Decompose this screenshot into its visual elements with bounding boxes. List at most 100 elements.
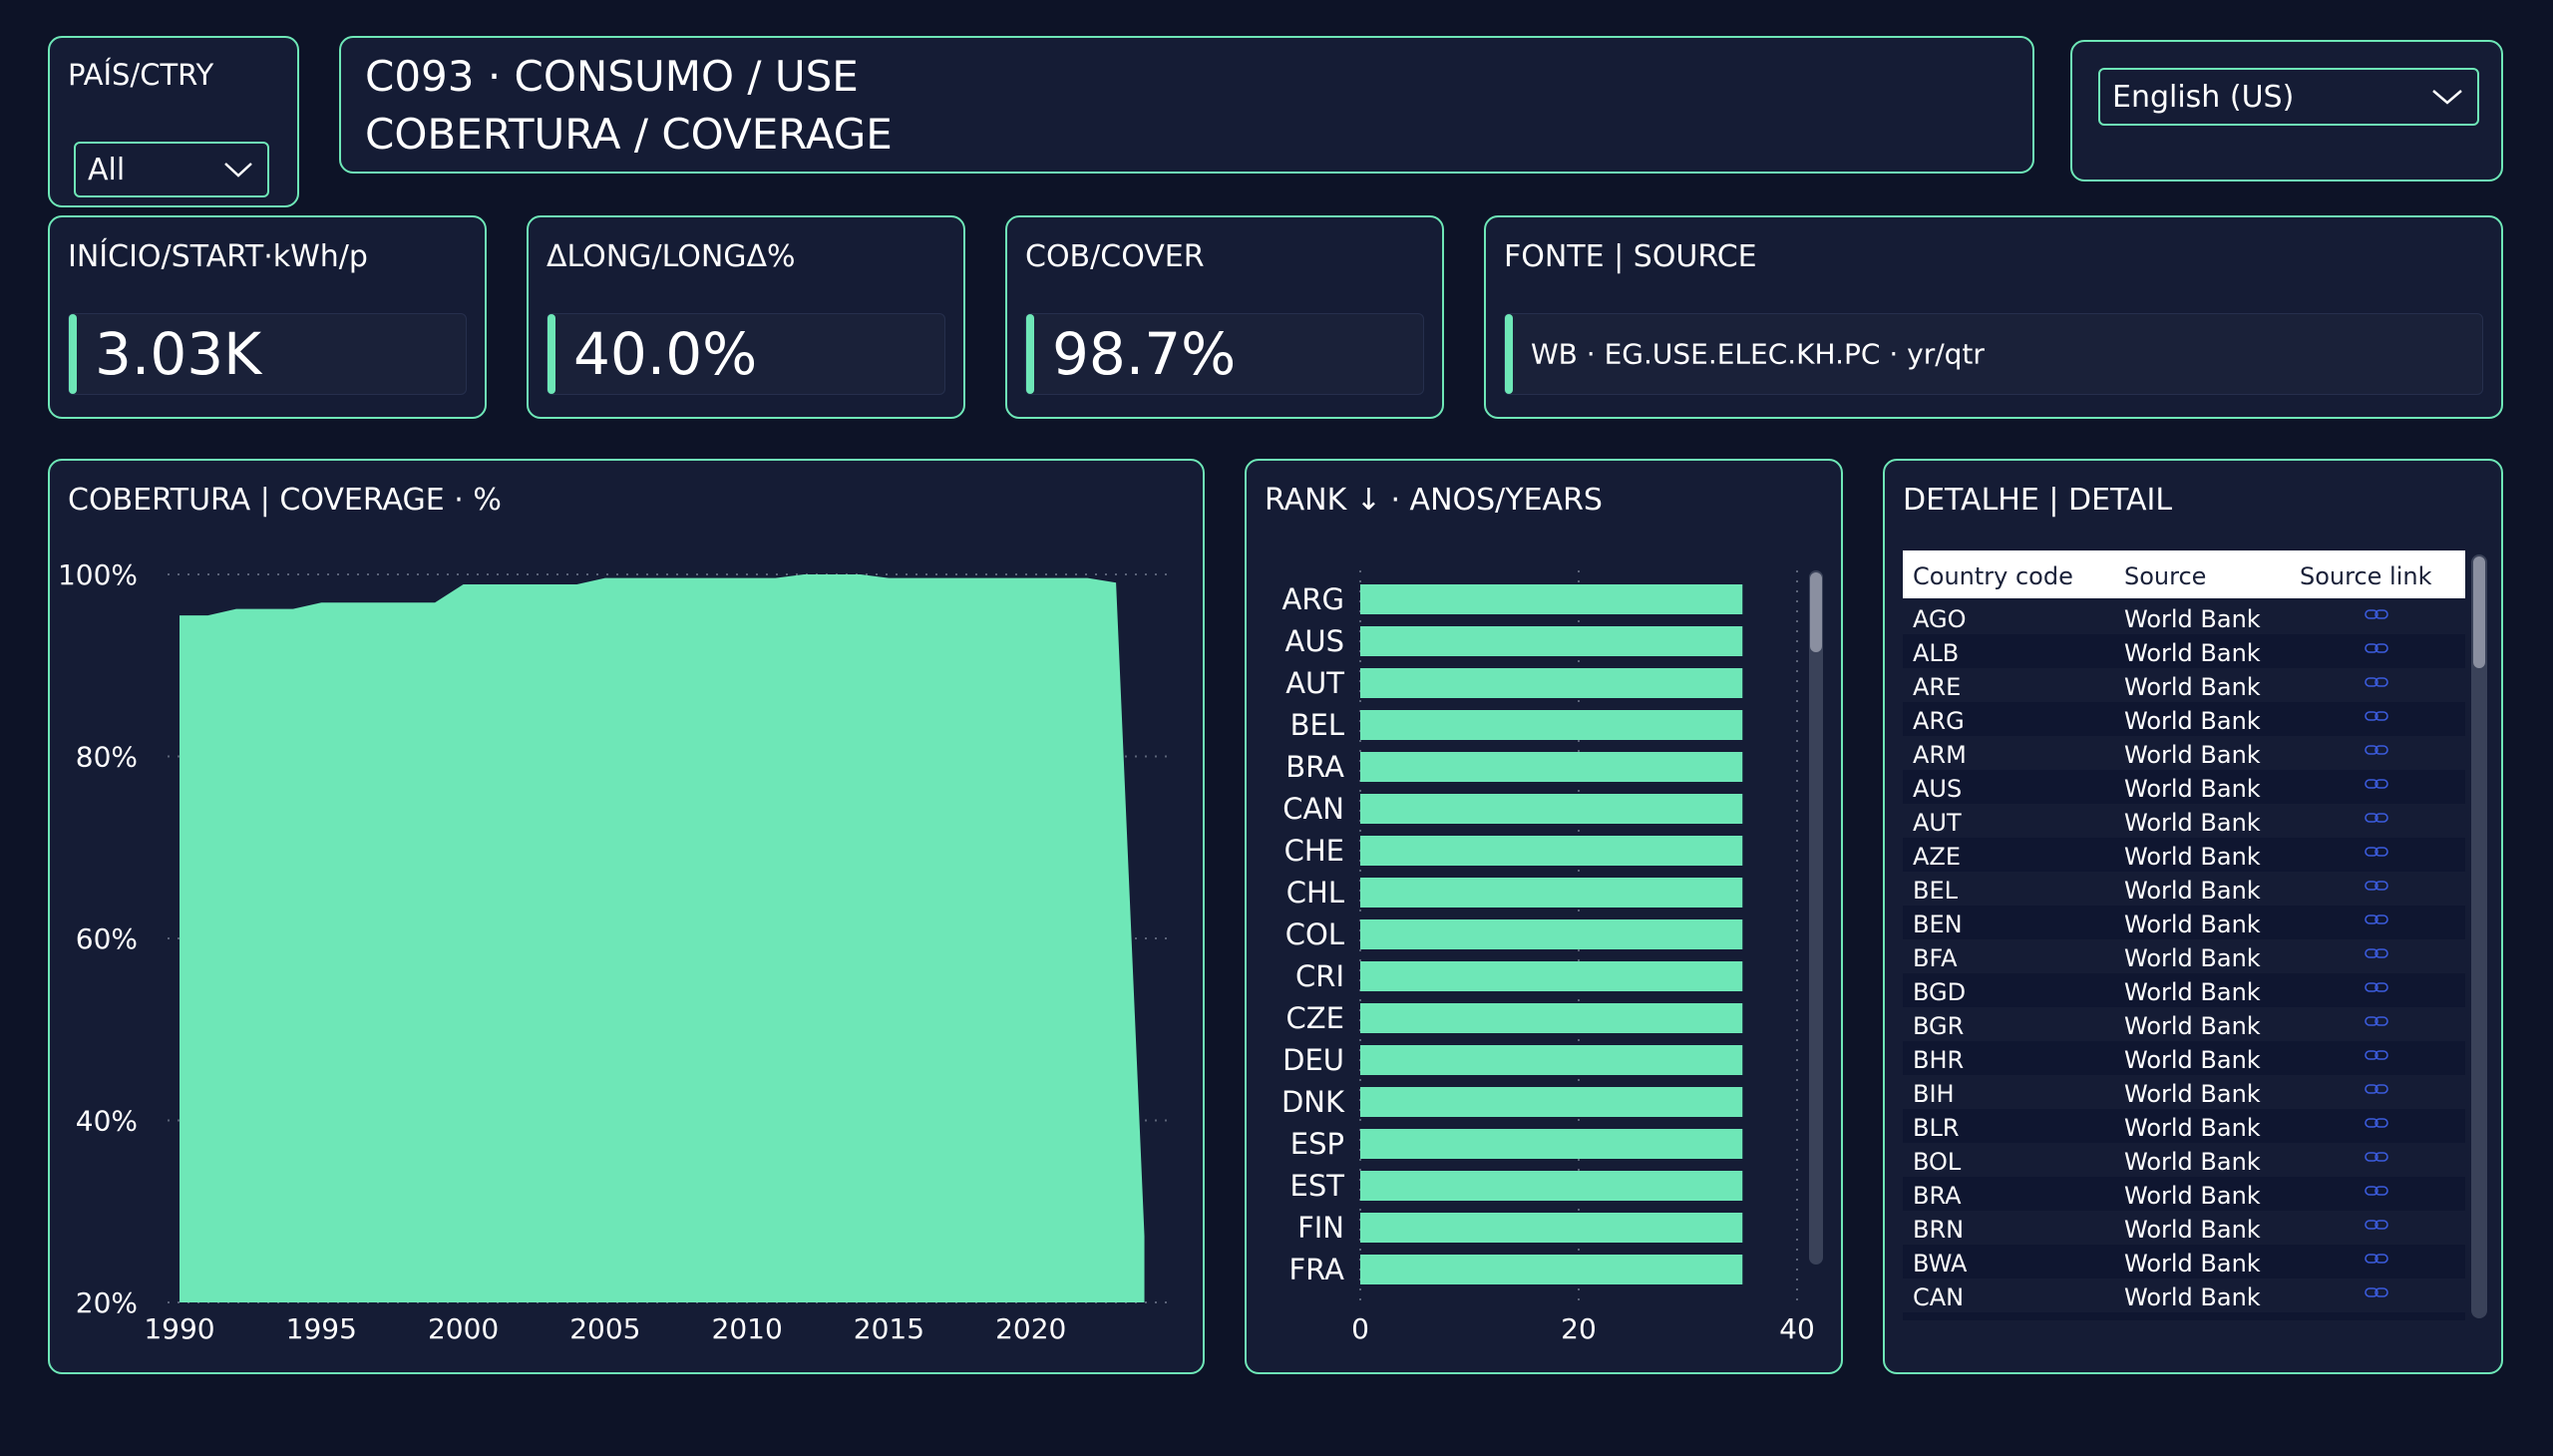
link-icon[interactable] — [2364, 1115, 2389, 1131]
column-header-country-code[interactable]: Country code — [1913, 562, 2073, 590]
table-row[interactable]: ARG World Bank — [1903, 702, 2465, 736]
rank-bar[interactable] — [1360, 919, 1743, 949]
table-scrollbar[interactable] — [2471, 554, 2487, 1318]
category-label: DEU — [1282, 1043, 1344, 1077]
column-header-source-link[interactable]: Source link — [2300, 562, 2432, 590]
rank-scrollbar[interactable] — [1809, 570, 1823, 1265]
x-tick-label: 20 — [1561, 1312, 1597, 1345]
cell-source: World Bank — [2124, 707, 2261, 735]
table-row[interactable]: CHE World Bank — [1903, 1312, 2465, 1320]
link-icon[interactable] — [2364, 708, 2389, 724]
table-scrollbar-thumb[interactable] — [2473, 556, 2485, 668]
rank-scrollbar-thumb[interactable] — [1810, 572, 1822, 652]
kpi-value: 40.0% — [573, 320, 758, 388]
link-icon[interactable] — [2364, 1013, 2389, 1029]
rank-bar[interactable] — [1360, 1087, 1743, 1117]
cell-country-code: ALB — [1913, 639, 1960, 667]
rank-bar[interactable] — [1360, 836, 1743, 866]
table-row[interactable]: ALB World Bank — [1903, 634, 2465, 668]
country-slicer-label: PAÍS/CTRY — [68, 58, 214, 92]
category-label: FRA — [1289, 1253, 1345, 1286]
cell-source: World Bank — [2124, 639, 2261, 667]
table-row[interactable]: BGD World Bank — [1903, 973, 2465, 1007]
cell-source: World Bank — [2124, 877, 2261, 905]
table-row[interactable]: BWA World Bank — [1903, 1245, 2465, 1278]
link-icon[interactable] — [2364, 810, 2389, 826]
cell-source: World Bank — [2124, 809, 2261, 837]
table-row[interactable]: BOL World Bank — [1903, 1143, 2465, 1177]
link-icon[interactable] — [2364, 979, 2389, 995]
link-icon[interactable] — [2364, 945, 2389, 961]
rank-bar[interactable] — [1360, 626, 1743, 656]
category-label: BRA — [1285, 750, 1344, 784]
cell-source: World Bank — [2124, 1080, 2261, 1108]
link-icon[interactable] — [2364, 844, 2389, 860]
country-dropdown[interactable]: All — [74, 142, 269, 197]
cell-source: World Bank — [2124, 1046, 2261, 1074]
table-row[interactable]: AZE World Bank — [1903, 838, 2465, 872]
cell-country-code: BFA — [1913, 944, 1958, 972]
rank-bar[interactable] — [1360, 1003, 1743, 1033]
kpi-value: 3.03K — [95, 320, 262, 388]
table-row[interactable]: BRA World Bank — [1903, 1177, 2465, 1211]
detail-table-title: DETALHE | DETAIL — [1903, 483, 2173, 518]
cell-source: World Bank — [2124, 1283, 2261, 1311]
rank-bar[interactable] — [1360, 584, 1743, 614]
table-row[interactable]: CAN World Bank — [1903, 1278, 2465, 1312]
category-label: CHE — [1284, 834, 1344, 868]
rank-bar[interactable] — [1360, 1255, 1743, 1284]
table-row[interactable]: BRN World Bank — [1903, 1211, 2465, 1245]
link-icon[interactable] — [2364, 606, 2389, 622]
table-row[interactable]: BHR World Bank — [1903, 1041, 2465, 1075]
source-value: WB · EG.USE.ELEC.KH.PC · yr/qtr — [1531, 337, 1985, 371]
table-row[interactable]: BFA World Bank — [1903, 939, 2465, 973]
column-header-source[interactable]: Source — [2124, 562, 2207, 590]
table-row[interactable]: BIH World Bank — [1903, 1075, 2465, 1109]
link-icon[interactable] — [2364, 1318, 2389, 1320]
link-icon[interactable] — [2364, 1284, 2389, 1300]
rank-bar[interactable] — [1360, 961, 1743, 991]
rank-bar[interactable] — [1360, 752, 1743, 782]
table-row[interactable]: ARM World Bank — [1903, 736, 2465, 770]
link-icon[interactable] — [2364, 776, 2389, 792]
table-row[interactable]: BEN World Bank — [1903, 906, 2465, 939]
table-row[interactable]: AUS World Bank — [1903, 770, 2465, 804]
rank-bar[interactable] — [1360, 1213, 1743, 1243]
rank-bar[interactable] — [1360, 710, 1743, 740]
link-icon[interactable] — [2364, 1081, 2389, 1097]
link-icon[interactable] — [2364, 1217, 2389, 1233]
language-dropdown[interactable]: English (US) — [2098, 68, 2479, 126]
table-row[interactable]: ARE World Bank — [1903, 668, 2465, 702]
link-icon[interactable] — [2364, 640, 2389, 656]
y-tick-label: 20% — [76, 1286, 138, 1319]
rank-bar[interactable] — [1360, 1171, 1743, 1201]
cell-source: World Bank — [2124, 1216, 2261, 1244]
rank-bar[interactable] — [1360, 1045, 1743, 1075]
cell-source: World Bank — [2124, 1250, 2261, 1277]
cell-country-code: BRA — [1913, 1182, 1962, 1210]
link-icon[interactable] — [2364, 742, 2389, 758]
rank-bar[interactable] — [1360, 668, 1743, 698]
cell-country-code: BOL — [1913, 1148, 1962, 1176]
link-icon[interactable] — [2364, 878, 2389, 894]
link-icon[interactable] — [2364, 674, 2389, 690]
table-row[interactable]: BEL World Bank — [1903, 872, 2465, 906]
link-icon[interactable] — [2364, 1183, 2389, 1199]
table-row[interactable]: AUT World Bank — [1903, 804, 2465, 838]
country-dropdown-value: All — [88, 152, 126, 187]
cell-source: World Bank — [2124, 1182, 2261, 1210]
table-body: AGO World Bank ALB World Bank ARE World Bank A… — [1903, 600, 2465, 1320]
category-label: AUT — [1285, 666, 1344, 700]
link-icon[interactable] — [2364, 1047, 2389, 1063]
rank-bar[interactable] — [1360, 794, 1743, 824]
table-row[interactable]: BGR World Bank — [1903, 1007, 2465, 1041]
cell-source: World Bank — [2124, 673, 2261, 701]
cell-country-code: CHE — [1913, 1317, 1963, 1320]
table-row[interactable]: AGO World Bank — [1903, 600, 2465, 634]
rank-bar[interactable] — [1360, 878, 1743, 908]
rank-bar[interactable] — [1360, 1129, 1743, 1159]
link-icon[interactable] — [2364, 1149, 2389, 1165]
link-icon[interactable] — [2364, 911, 2389, 927]
link-icon[interactable] — [2364, 1251, 2389, 1267]
table-row[interactable]: BLR World Bank — [1903, 1109, 2465, 1143]
